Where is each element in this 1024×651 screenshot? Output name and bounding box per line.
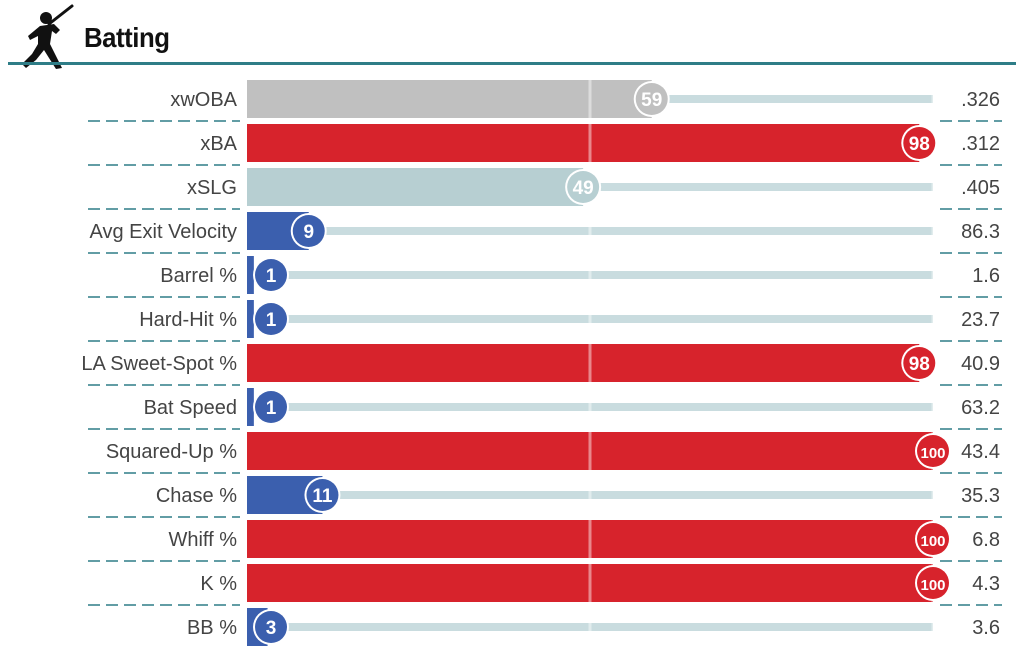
metric-row: 1 Hard-Hit % 23.7 [88, 300, 1002, 342]
metric-row: 11 Chase % 35.3 [88, 476, 1002, 518]
percentile-circle [292, 215, 325, 247]
percentile-track [247, 623, 933, 631]
percentile-label: 1 [266, 310, 277, 331]
metric-label: Barrel % [160, 265, 237, 287]
metric-label: K % [200, 573, 237, 595]
metric-value: 4.3 [972, 573, 1000, 595]
metric-label: xSLG [187, 177, 237, 199]
metric-value: 43.4 [961, 441, 1000, 463]
percentile-track [247, 271, 933, 279]
percentile-bar [247, 432, 933, 470]
metric-label: Squared-Up % [106, 441, 237, 463]
metric-value: .405 [961, 177, 1000, 199]
percentile-bar [247, 300, 254, 338]
percentile-label: 98 [909, 134, 930, 155]
metric-value: 86.3 [961, 221, 1000, 243]
metric-row: 1 Bat Speed 63.2 [88, 388, 1002, 430]
metric-value: 63.2 [961, 397, 1000, 419]
metric-value: 23.7 [961, 309, 1000, 331]
metric-row: 98 LA Sweet-Spot % 40.9 [81, 344, 1002, 386]
metric-value: 40.9 [961, 353, 1000, 375]
percentile-label: 11 [312, 486, 333, 507]
header-divider [8, 62, 1016, 65]
percentile-label: 1 [266, 398, 277, 419]
percentile-track [247, 315, 933, 323]
metric-value: 1.6 [972, 265, 1000, 287]
percentile-label: 1 [266, 266, 277, 287]
metric-label: LA Sweet-Spot % [81, 353, 237, 375]
metric-label: BB % [187, 617, 237, 639]
metric-row: 1 Barrel % 1.6 [88, 256, 1002, 298]
percentile-circle [903, 347, 936, 379]
metric-row: 100 K % 4.3 [88, 564, 1002, 606]
metric-value: .326 [961, 89, 1000, 111]
metric-label: Whiff % [168, 529, 237, 551]
percentile-circle [255, 611, 287, 643]
metric-label: Chase % [156, 485, 237, 507]
percentile-circle [917, 435, 949, 467]
percentile-circle [255, 303, 287, 335]
percentile-label: 59 [641, 90, 662, 111]
percentile-bar [247, 520, 933, 558]
percentile-bar [247, 124, 920, 162]
percentile-bar [247, 256, 254, 294]
metric-row: 3 BB % 3.6 [187, 608, 1000, 646]
metric-row: 98 xBA .312 [88, 124, 1002, 166]
percentile-label: 9 [303, 222, 314, 243]
metric-row: 9 Avg Exit Velocity 86.3 [88, 212, 1002, 254]
percentile-circle [567, 171, 600, 203]
percentile-track [247, 491, 933, 499]
percentile-label: 3 [266, 618, 277, 639]
percentile-label: 98 [909, 354, 930, 375]
metric-value: .312 [961, 133, 1000, 155]
metric-row: 100 Squared-Up % 43.4 [88, 432, 1002, 474]
batter-silhouette-icon [22, 4, 74, 69]
percentile-bar [247, 388, 254, 426]
percentile-circle [255, 259, 287, 291]
metric-label: xBA [200, 133, 237, 155]
percentile-bar [247, 80, 652, 118]
metric-label: xwOBA [170, 89, 237, 111]
percentile-circle [917, 523, 949, 555]
metric-row: 100 Whiff % 6.8 [88, 520, 1002, 562]
percentile-bar [247, 564, 933, 602]
metric-label: Avg Exit Velocity [90, 221, 237, 243]
section-header: Batting [0, 0, 1024, 70]
percentile-label: 100 [920, 445, 945, 462]
metric-row: 49 xSLG .405 [88, 168, 1002, 210]
metric-value: 35.3 [961, 485, 1000, 507]
percentile-circle [255, 391, 287, 423]
percentile-circle [306, 479, 339, 511]
metric-row: 59 xwOBA .326 [88, 80, 1002, 122]
metric-label: Hard-Hit % [139, 309, 237, 331]
section-title: Batting [84, 22, 170, 53]
metric-value: 3.6 [972, 617, 1000, 639]
percentile-label: 100 [920, 577, 945, 594]
percentile-track [247, 227, 933, 235]
metric-label: Bat Speed [144, 397, 237, 419]
percentile-track [247, 403, 933, 411]
percentile-circle [903, 127, 936, 159]
percentile-label: 49 [573, 178, 594, 199]
percentile-circle [917, 567, 949, 599]
percentile-circle [635, 83, 668, 115]
percentile-bar [247, 344, 920, 382]
metric-value: 6.8 [972, 529, 1000, 551]
percentile-label: 100 [920, 533, 945, 550]
percentile-bar [247, 168, 584, 206]
